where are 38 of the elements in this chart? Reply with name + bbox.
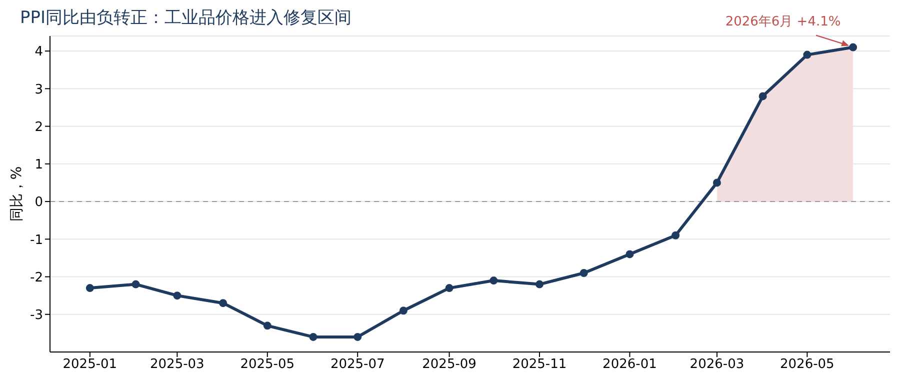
y-tick-label: 0: [34, 195, 43, 210]
x-tick-label: 2026-01: [602, 357, 657, 372]
x-tick-label: 2025-07: [330, 357, 385, 372]
x-tick-label: 2025-05: [240, 357, 295, 372]
y-tick-label: 1: [34, 158, 43, 173]
point: [580, 269, 588, 277]
point: [219, 299, 228, 308]
x-tick-label: 2026-03: [690, 357, 744, 372]
point: [803, 50, 812, 59]
point: [849, 43, 858, 52]
x-tick-label: 2025-01: [62, 357, 118, 372]
y-tick-label: -1: [30, 232, 43, 248]
point: [354, 332, 362, 341]
point: [490, 276, 498, 285]
x-tick-label: 2026-05: [780, 357, 834, 372]
point: [712, 178, 721, 187]
point: [132, 280, 140, 288]
point: [672, 231, 680, 240]
y-tick-label: -2: [30, 270, 43, 286]
point: [536, 280, 544, 288]
point: [445, 284, 454, 292]
point: [86, 284, 94, 292]
x-tick-label: 2025-11: [512, 357, 567, 372]
chart-title: PPI同比由负转正：工业品价格进入修复区间: [20, 7, 352, 29]
y-axis-title: 同比，%: [8, 166, 25, 222]
point: [309, 332, 318, 341]
point: [173, 292, 182, 300]
y-tick-label: 2: [34, 120, 43, 135]
x-tick-label: 2025-09: [422, 357, 476, 372]
y-tick-label: -3: [30, 308, 43, 323]
point: [626, 250, 634, 258]
y-tick-label: 3: [34, 82, 43, 98]
x-tick-label: 2025-03: [150, 357, 204, 372]
point: [399, 306, 408, 315]
annotation: 2026年6月 +4.1%: [725, 14, 841, 30]
point: [263, 322, 272, 330]
point: [758, 92, 767, 100]
y-tick-label: 4: [34, 44, 43, 60]
